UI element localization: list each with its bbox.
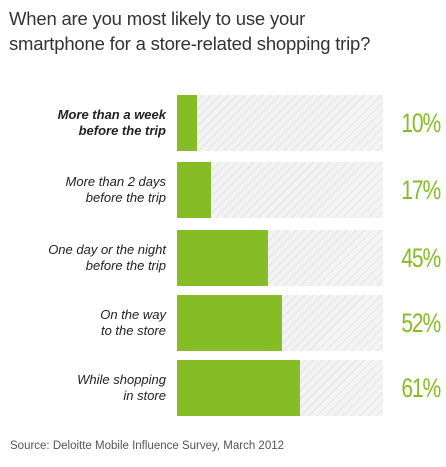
bar-row: More than a week before the trip 10%	[0, 95, 446, 151]
chart-title-line-1: When are you most likely to use your	[9, 8, 306, 29]
category-label-line: On the way	[100, 306, 166, 322]
category-label: On the way to the store	[0, 295, 166, 351]
category-label: While shopping in store	[0, 360, 166, 416]
bar	[177, 230, 268, 286]
bar-row: On the way to the store 52%	[0, 295, 446, 351]
category-label-line: More than 2 days	[65, 173, 166, 189]
category-label-line: to the store	[100, 323, 166, 338]
bar-track	[177, 95, 383, 151]
bar	[177, 360, 300, 416]
value-label: 17%	[401, 174, 441, 205]
chart-title-line-2: smartphone for a store-related shopping …	[9, 33, 371, 54]
source-note: Source: Deloitte Mobile Influence Survey…	[10, 440, 285, 452]
chart-title: When are you most likely to use your sma…	[9, 6, 439, 56]
value-label: 52%	[401, 307, 441, 338]
category-label-line: More than a week	[57, 106, 166, 122]
bar-track	[177, 162, 383, 218]
category-label-line: before the trip	[85, 190, 166, 205]
bar	[177, 295, 282, 351]
bar-row: One day or the night before the trip 45%	[0, 230, 446, 286]
category-label-line: before the trip	[78, 123, 166, 138]
value-label: 61%	[401, 372, 441, 403]
bar-row: While shopping in store 61%	[0, 360, 446, 416]
value-label: 45%	[401, 242, 441, 273]
category-label-line: in store	[123, 388, 166, 403]
category-label-line: before the trip	[85, 258, 166, 273]
category-label: More than a week before the trip	[0, 95, 166, 151]
bar	[177, 162, 211, 218]
category-label: More than 2 days before the trip	[0, 162, 166, 218]
category-label-line: One day or the night	[48, 241, 166, 257]
value-label: 10%	[401, 107, 441, 138]
bar	[177, 95, 197, 151]
category-label: One day or the night before the trip	[0, 230, 166, 286]
category-label-line: While shopping	[77, 371, 166, 387]
bar-row: More than 2 days before the trip 17%	[0, 162, 446, 218]
